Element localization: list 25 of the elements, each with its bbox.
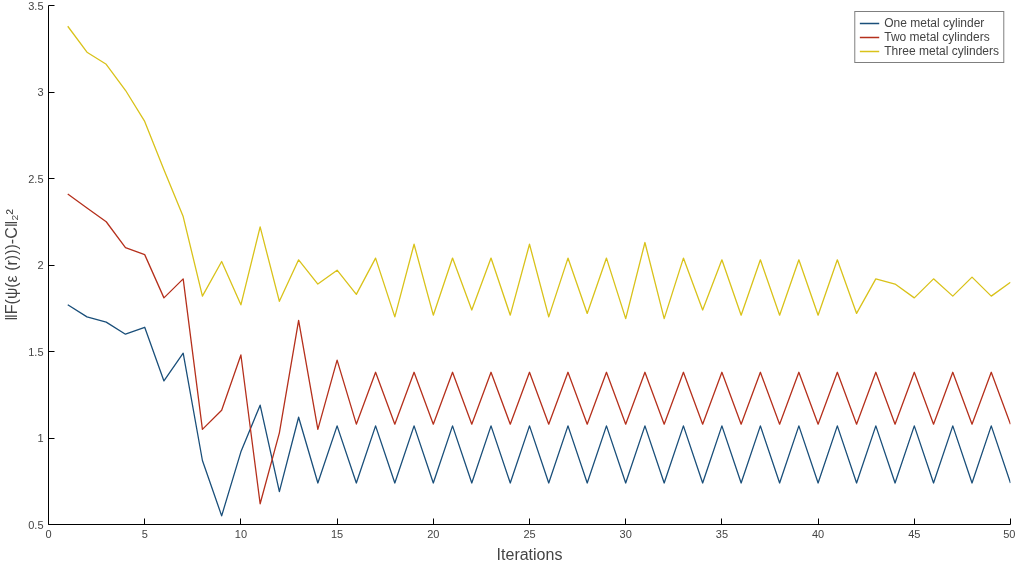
legend-label: Three metal cylinders: [884, 44, 999, 58]
y-tick-label: 1.5: [28, 345, 44, 358]
x-tick-label: 15: [330, 527, 344, 540]
y-tick-label: 3.5: [28, 0, 44, 12]
legend-label: Two metal cylinders: [884, 30, 990, 44]
x-axis-title: Iterations: [496, 545, 563, 563]
x-tick-label: 0: [45, 527, 52, 540]
x-tick-label: 50: [1003, 527, 1016, 540]
x-tick-label: 35: [715, 527, 729, 540]
x-tick-label: 10: [234, 527, 248, 540]
legend-label: One metal cylinder: [884, 16, 985, 30]
y-tick-label: 2.5: [28, 172, 44, 185]
x-tick-label: 25: [523, 527, 536, 540]
y-tick-label: 2: [37, 259, 44, 271]
x-tick-label: 40: [811, 527, 825, 540]
y-tick-label: 0.5: [28, 518, 44, 531]
x-tick-label: 20: [427, 527, 440, 540]
y-tick-label: 3: [37, 86, 44, 98]
y-axis-title: ‖F(ψ(ε (r)))-C‖₂²: [3, 208, 21, 321]
x-tick-label: 5: [141, 527, 148, 540]
y-tick-label: 1: [37, 432, 44, 444]
x-tick-label: 30: [619, 527, 632, 540]
line-series: [67, 193, 1011, 505]
line-series: [67, 304, 1011, 517]
x-tick-label: 45: [908, 527, 921, 540]
